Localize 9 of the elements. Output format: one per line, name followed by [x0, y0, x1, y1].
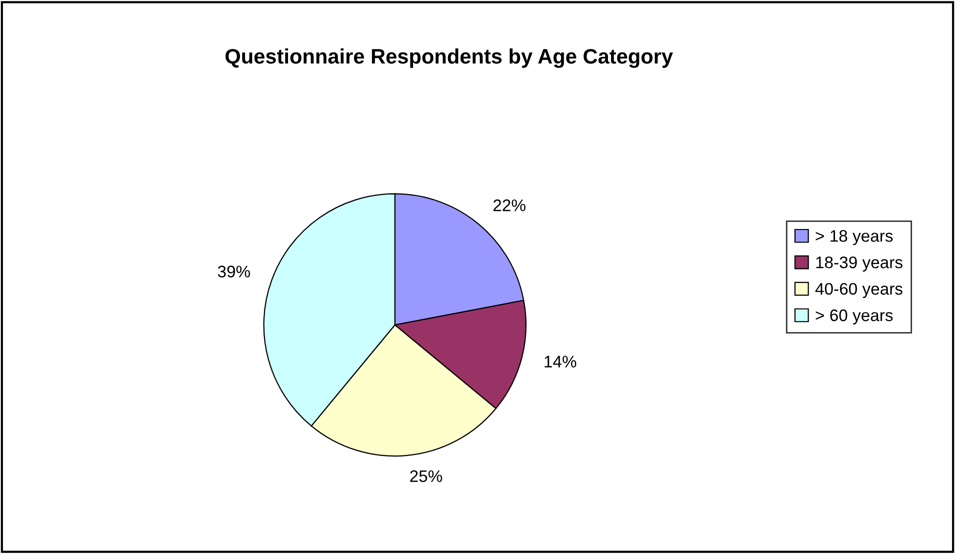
chart-title: Questionnaire Respondents by Age Category [226, 48, 673, 68]
data-label: 14% [544, 356, 576, 368]
data-label: 39% [218, 266, 250, 278]
legend-label: > 18 years [816, 230, 893, 246]
legend-label: > 60 years [816, 309, 893, 324]
legend-label: 18-39 years [816, 256, 902, 272]
data-label: 25% [410, 470, 442, 482]
legend-label: 40-60 years [815, 282, 902, 298]
data-label: 22% [493, 199, 526, 212]
